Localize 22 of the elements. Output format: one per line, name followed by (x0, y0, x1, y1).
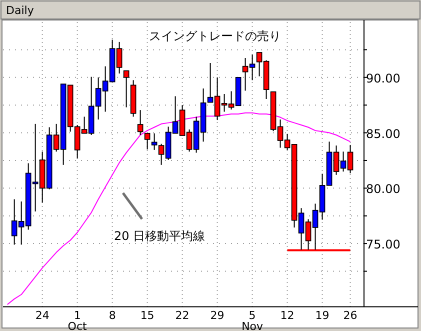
x-tick-label: 22 (175, 309, 190, 322)
text: Nov (242, 320, 264, 331)
x-tick-label: 8 (108, 309, 116, 322)
candlestick (137, 110, 144, 136)
y-tick-label: 80.00 (366, 182, 400, 196)
x-tick-label: 24 (35, 309, 50, 322)
x-tick-label: 5 (248, 309, 256, 322)
y-tick-label: 85.00 (366, 126, 400, 141)
text: スイングトレードの売り (149, 29, 281, 43)
candlestick (144, 132, 150, 150)
y-tick-label: 90.00 (366, 71, 400, 86)
x-tick-label: 26 (343, 309, 358, 322)
x-tick-label: 19 (315, 309, 330, 322)
x-tick-label: 29 (210, 309, 224, 322)
text: Oct (68, 320, 88, 331)
candlestick (123, 70, 130, 108)
x-tick-label: 12 (280, 309, 294, 322)
chart-subtitle: Daily (6, 4, 34, 17)
y-tick-label: 75.00 (366, 238, 400, 252)
annotation: 20 日移動平均線 (114, 229, 206, 243)
x-tick-label: 15 (140, 309, 154, 322)
x-tick-label: 1 (74, 309, 81, 322)
